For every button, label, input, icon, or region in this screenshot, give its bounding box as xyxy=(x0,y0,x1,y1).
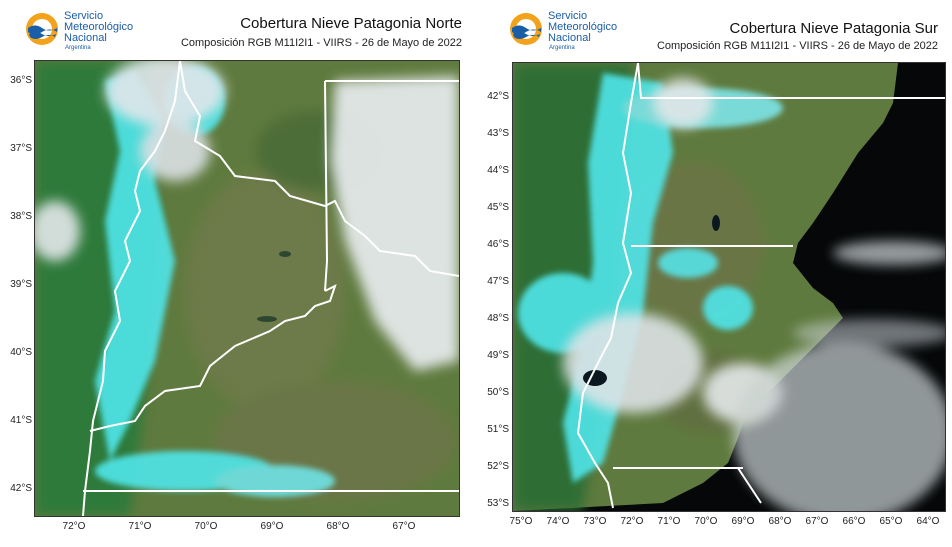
satellite-image-sur[interactable] xyxy=(512,62,946,512)
lon-label: 72°O xyxy=(62,521,86,532)
logo-line-1: Servicio xyxy=(548,10,588,22)
lon-label: 68°O xyxy=(326,521,350,532)
lon-label: 67°O xyxy=(805,516,829,527)
logo-line-2: Meteorológico xyxy=(548,21,618,33)
smn-logo: Servicio Meteorológico Nacional Argentin… xyxy=(508,11,617,52)
map-subtitle-norte: Composición RGB M11I2I1 - VIIRS - 26 de … xyxy=(180,37,462,49)
map-panel-norte: Servicio Meteorológico Nacional Argentin… xyxy=(10,11,462,533)
lon-label: 70°O xyxy=(694,516,718,527)
lat-label: 40°S xyxy=(10,347,32,358)
smn-logo: Servicio Meteorológico Nacional Argentin… xyxy=(24,11,133,52)
logo-line-3: Nacional xyxy=(64,32,107,44)
lon-label: 73°O xyxy=(583,516,607,527)
lat-label: 45°S xyxy=(487,202,509,213)
logo-line-3: Nacional xyxy=(548,32,591,44)
lat-label: 38°S xyxy=(10,211,32,222)
lon-label: 69°O xyxy=(260,521,284,532)
lon-label: 75°O xyxy=(509,516,533,527)
lat-label: 52°S xyxy=(487,461,509,472)
map-title-sur: Cobertura Nieve Patagonia Sur xyxy=(729,20,938,37)
logo-line-1: Servicio xyxy=(64,10,104,22)
lat-label: 44°S xyxy=(487,165,509,176)
lon-label: 72°O xyxy=(620,516,644,527)
smn-logo-icon xyxy=(510,13,542,45)
map-panel-sur: Servicio Meteorológico Nacional Argentin… xyxy=(476,0,952,547)
lat-label: 51°S xyxy=(487,424,509,435)
map-title-norte: Cobertura Nieve Patagonia Norte xyxy=(240,15,462,32)
satellite-image-norte[interactable] xyxy=(34,60,460,517)
lon-label: 70°O xyxy=(194,521,218,532)
lat-label: 43°S xyxy=(487,128,509,139)
lat-label: 50°S xyxy=(487,387,509,398)
lat-label: 39°S xyxy=(10,279,32,290)
lon-label: 68°O xyxy=(768,516,792,527)
lat-label: 53°S xyxy=(487,498,509,509)
lat-label: 42°S xyxy=(10,483,32,494)
logo-line-4: Argentina xyxy=(65,45,91,51)
lon-label: 74°O xyxy=(546,516,570,527)
lon-label: 64°O xyxy=(916,516,940,527)
lat-label: 49°S xyxy=(487,350,509,361)
lon-label: 66°O xyxy=(842,516,866,527)
logo-line-4: Argentina xyxy=(549,45,575,51)
lat-label: 48°S xyxy=(487,313,509,324)
lon-label: 71°O xyxy=(128,521,152,532)
lat-label: 46°S xyxy=(487,239,509,250)
lat-label: 42°S xyxy=(487,91,509,102)
lat-label: 47°S xyxy=(487,276,509,287)
smn-logo-icon xyxy=(26,13,58,45)
lon-label: 65°O xyxy=(879,516,903,527)
map-subtitle-sur: Composición RGB M11I2I1 - VIIRS - 26 de … xyxy=(656,40,938,52)
logo-line-2: Meteorológico xyxy=(64,21,134,33)
lat-label: 36°S xyxy=(10,75,32,86)
lat-label: 41°S xyxy=(10,415,32,426)
lon-label: 71°O xyxy=(657,516,681,527)
lon-label: 67°O xyxy=(392,521,416,532)
lat-label: 37°S xyxy=(10,143,32,154)
lon-label: 69°O xyxy=(731,516,755,527)
